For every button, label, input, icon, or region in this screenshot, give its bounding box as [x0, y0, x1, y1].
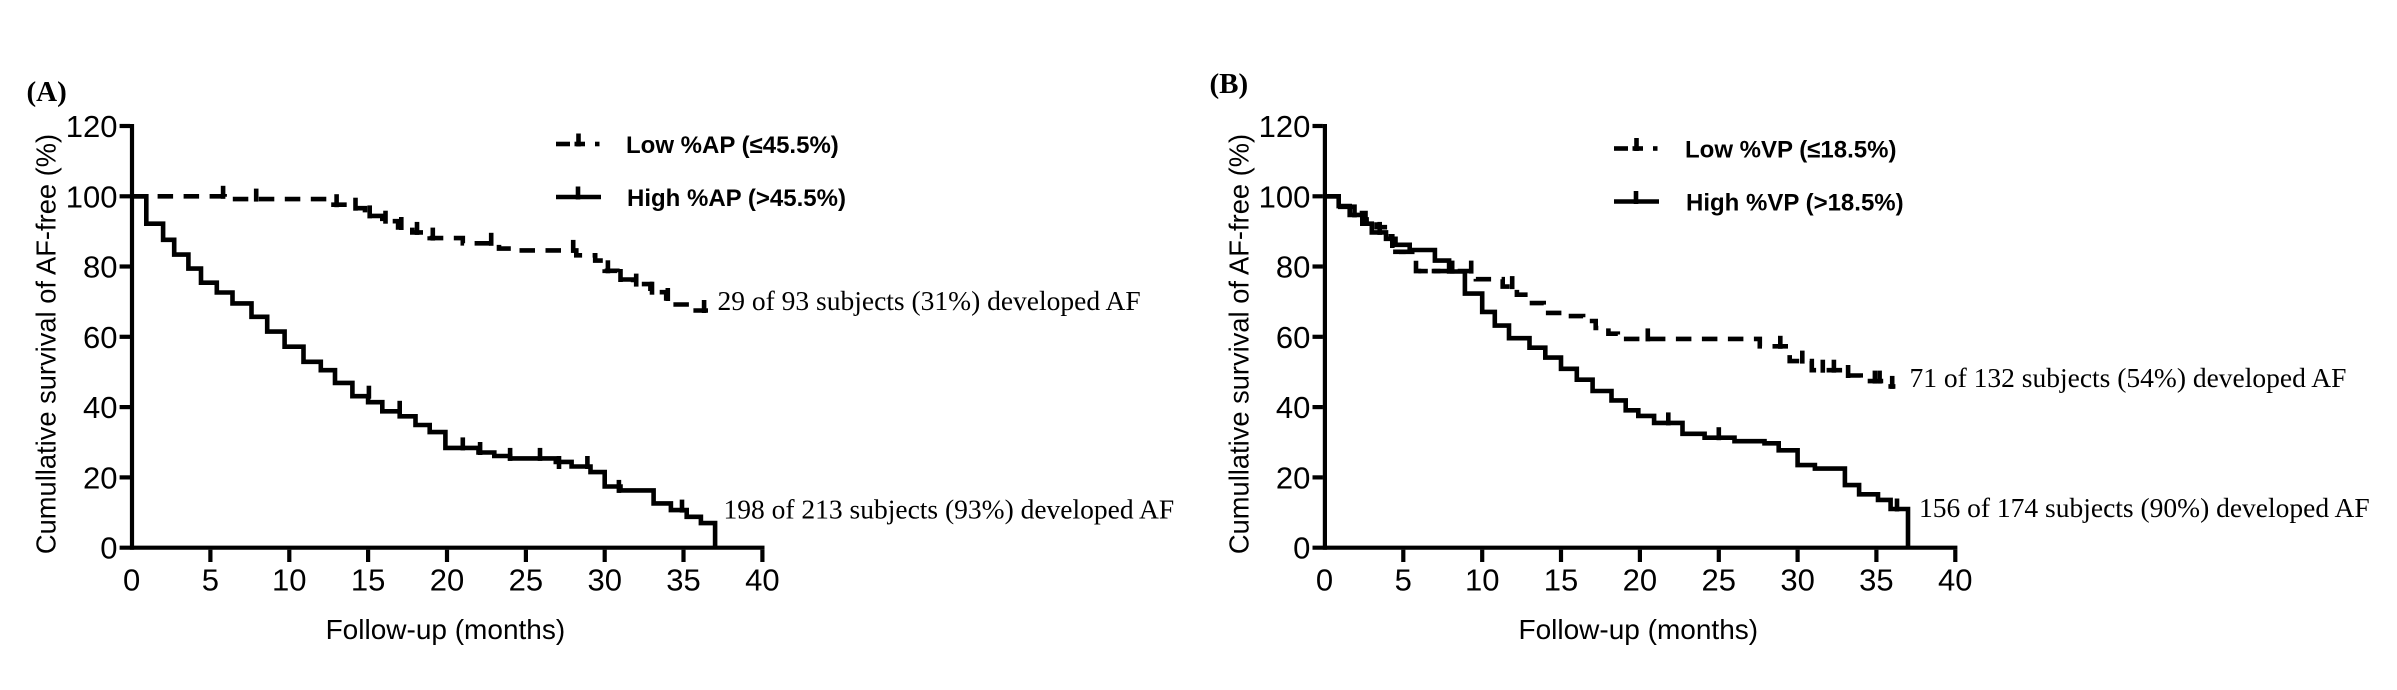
svg-text:20: 20	[1276, 460, 1310, 495]
svg-text:Low %VP (≤18.5%): Low %VP (≤18.5%)	[1685, 137, 1896, 164]
svg-text:Cumullative survival of AF-fre: Cumullative survival of AF-free (%)	[31, 134, 62, 554]
svg-text:15: 15	[1544, 563, 1578, 598]
svg-text:(B): (B)	[1210, 68, 1249, 100]
svg-text:0: 0	[123, 563, 140, 598]
svg-text:35: 35	[1859, 563, 1893, 598]
svg-text:40: 40	[83, 390, 117, 425]
svg-text:40: 40	[745, 563, 779, 598]
svg-text:(A): (A)	[27, 76, 67, 108]
svg-text:20: 20	[83, 460, 117, 495]
svg-text:Low %AP (≤45.5%): Low %AP (≤45.5%)	[626, 132, 839, 159]
svg-text:120: 120	[66, 109, 118, 144]
svg-text:5: 5	[1395, 563, 1412, 598]
svg-text:40: 40	[1276, 390, 1310, 425]
svg-text:High %AP (>45.5%): High %AP (>45.5%)	[627, 185, 846, 212]
svg-text:30: 30	[1780, 563, 1814, 598]
svg-text:120: 120	[1259, 109, 1311, 144]
svg-text:25: 25	[509, 563, 543, 598]
svg-text:10: 10	[1465, 563, 1499, 598]
svg-text:Follow-up (months): Follow-up (months)	[1518, 614, 1758, 645]
svg-text:29 of 93 subjects (31%) develo: 29 of 93 subjects (31%) developed AF	[718, 285, 1141, 316]
svg-text:20: 20	[430, 563, 464, 598]
svg-text:60: 60	[1276, 320, 1310, 355]
svg-text:5: 5	[202, 563, 219, 598]
svg-text:25: 25	[1702, 563, 1736, 598]
svg-text:80: 80	[1276, 250, 1310, 285]
svg-text:30: 30	[587, 563, 621, 598]
svg-text:40: 40	[1938, 563, 1972, 598]
svg-text:10: 10	[272, 563, 306, 598]
svg-text:60: 60	[83, 320, 117, 355]
svg-text:20: 20	[1623, 563, 1657, 598]
svg-text:35: 35	[666, 563, 700, 598]
svg-text:0: 0	[100, 531, 117, 566]
svg-text:80: 80	[83, 250, 117, 285]
svg-text:15: 15	[351, 563, 385, 598]
svg-text:100: 100	[66, 179, 118, 214]
svg-text:156 of 174 subjects (90%) deve: 156 of 174 subjects (90%) developed AF	[1919, 492, 2370, 523]
svg-text:High %VP (>18.5%): High %VP (>18.5%)	[1686, 190, 1904, 217]
svg-text:0: 0	[1293, 531, 1310, 566]
svg-text:198 of 213 subjects (93%) deve: 198 of 213 subjects (93%) developed AF	[724, 494, 1175, 525]
svg-text:Cumullative survival of AF-fre: Cumullative survival of AF-free (%)	[1224, 134, 1255, 554]
svg-text:100: 100	[1259, 179, 1311, 214]
svg-text:71 of 132 subjects (54%) devel: 71 of 132 subjects (54%) developed AF	[1910, 362, 2347, 393]
svg-text:0: 0	[1316, 563, 1333, 598]
svg-text:Follow-up (months): Follow-up (months)	[326, 614, 566, 645]
